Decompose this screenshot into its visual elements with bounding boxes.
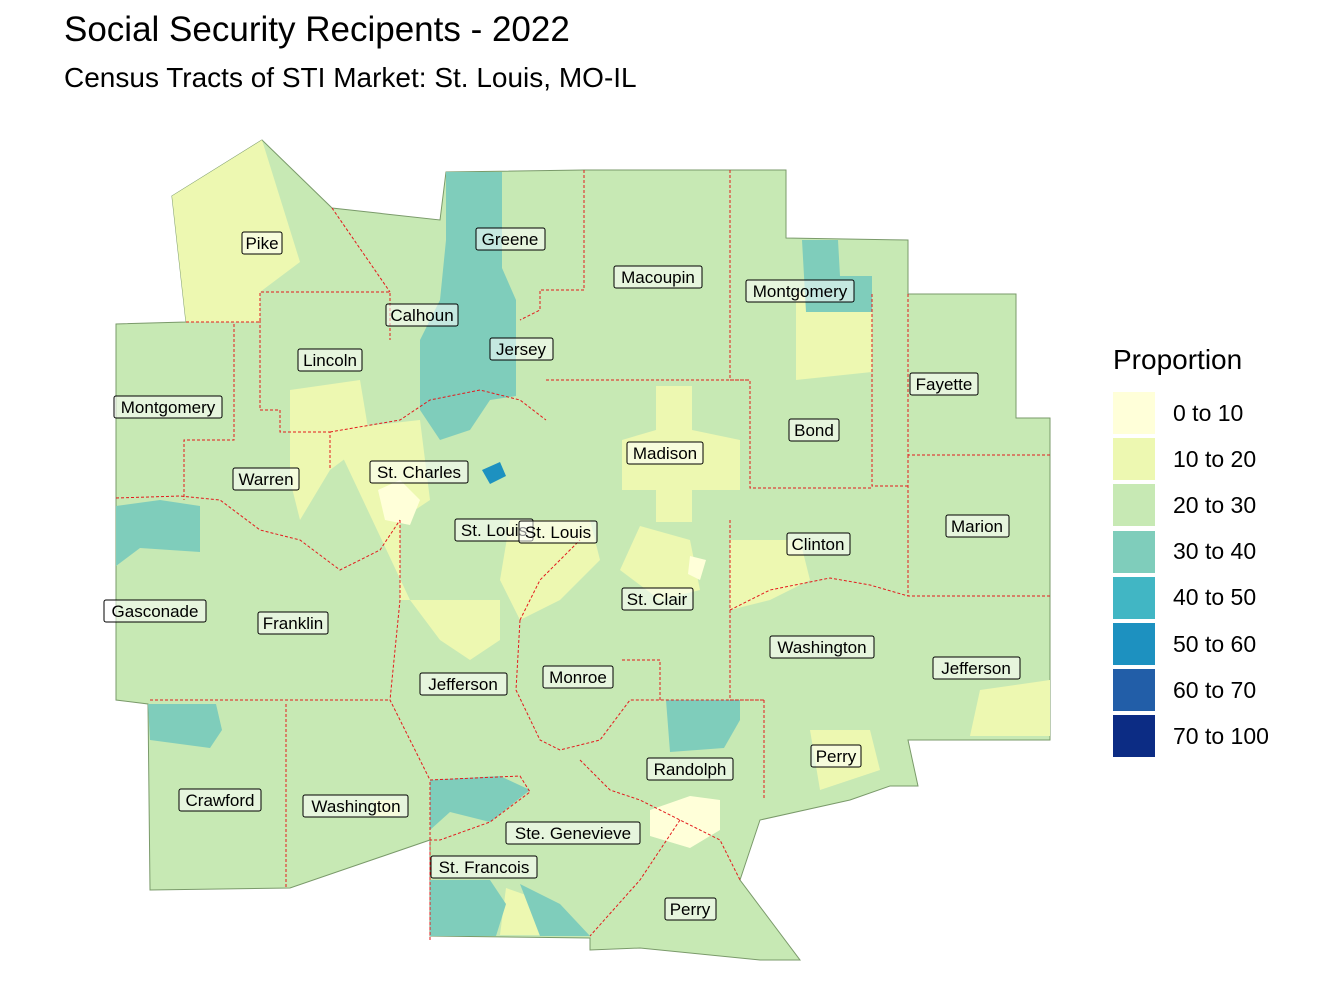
county-label-st-louis-city: St. Louis — [518, 520, 598, 544]
legend-label: 50 to 60 — [1173, 630, 1257, 657]
svg-text:Greene: Greene — [482, 230, 539, 249]
tracts-0-to-10 — [378, 480, 720, 848]
legend-label: 70 to 100 — [1173, 722, 1269, 749]
county-label-macoupin: Macoupin — [613, 265, 703, 289]
county-label-gasconade: Gasconade — [103, 599, 207, 623]
county-label-fayette: Fayette — [909, 372, 979, 396]
svg-text:Perry: Perry — [670, 900, 711, 919]
county-label-st-charles: St. Charles — [369, 460, 469, 484]
county-label-marion: Marion — [945, 514, 1010, 538]
choropleth-map: Pike Greene Macoupin Montgomery Calhoun … — [103, 139, 1051, 961]
svg-text:St. Clair: St. Clair — [627, 590, 688, 609]
county-label-greene: Greene — [475, 227, 546, 251]
county-label-franklin: Franklin — [257, 611, 329, 635]
legend-item: 10 to 20 — [1113, 436, 1269, 482]
map-title: Social Security Recipents - 2022 — [64, 10, 570, 49]
county-label-st-louis-county: St. Louis — [454, 518, 534, 542]
county-label-clinton: Clinton — [786, 532, 851, 556]
county-label-pike: Pike — [241, 231, 283, 255]
county-label-perry-mo: Perry — [664, 897, 717, 921]
legend-swatch — [1113, 669, 1155, 712]
svg-text:Pike: Pike — [245, 234, 278, 253]
county-labels: Pike Greene Macoupin Montgomery Calhoun … — [103, 227, 1021, 921]
svg-text:Warren: Warren — [238, 470, 293, 489]
county-label-calhoun: Calhoun — [385, 303, 459, 327]
county-label-montgomery-mo: Montgomery — [113, 395, 223, 419]
legend-swatch — [1113, 623, 1155, 666]
legend-item: 60 to 70 — [1113, 667, 1269, 713]
svg-text:Washington: Washington — [777, 638, 866, 657]
svg-text:St. Louis: St. Louis — [525, 523, 591, 542]
legend-label: 0 to 10 — [1173, 399, 1244, 426]
svg-text:Montgomery: Montgomery — [121, 398, 216, 417]
county-label-montgomery-il: Montgomery — [745, 279, 855, 303]
svg-text:Macoupin: Macoupin — [621, 268, 695, 287]
svg-text:Marion: Marion — [951, 517, 1003, 536]
map-subtitle: Census Tracts of STI Market: St. Louis, … — [64, 62, 637, 93]
svg-text:Montgomery: Montgomery — [753, 282, 848, 301]
county-label-monroe: Monroe — [542, 665, 614, 689]
legend-item: 70 to 100 — [1113, 713, 1269, 759]
legend-item: 20 to 30 — [1113, 482, 1269, 528]
legend-label: 40 to 50 — [1173, 584, 1257, 611]
svg-text:St. Louis: St. Louis — [461, 521, 527, 540]
svg-text:Jefferson: Jefferson — [941, 659, 1011, 678]
county-label-st-clair: St. Clair — [621, 587, 694, 611]
svg-text:St. Charles: St. Charles — [377, 463, 461, 482]
county-label-bond: Bond — [788, 418, 840, 442]
svg-text:Ste. Genevieve: Ste. Genevieve — [515, 824, 631, 843]
svg-text:Gasconade: Gasconade — [112, 602, 199, 621]
svg-text:Monroe: Monroe — [549, 668, 607, 687]
legend-label: 20 to 30 — [1173, 491, 1257, 518]
legend-swatch — [1113, 715, 1155, 758]
legend-swatch — [1113, 530, 1155, 573]
svg-text:Crawford: Crawford — [186, 791, 255, 810]
legend-item: 40 to 50 — [1113, 575, 1269, 621]
legend-label: 60 to 70 — [1173, 676, 1257, 703]
county-label-crawford: Crawford — [178, 788, 262, 812]
svg-text:St. Francois: St. Francois — [439, 858, 530, 877]
svg-text:Bond: Bond — [794, 421, 834, 440]
legend-item: 0 to 10 — [1113, 390, 1269, 436]
county-label-ste-genevieve: Ste. Genevieve — [505, 821, 641, 845]
legend-items: 0 to 10 10 to 20 20 to 30 30 to 40 40 to 50 5… — [1113, 390, 1269, 760]
legend-title: Proportion — [1113, 344, 1243, 375]
county-label-madison: Madison — [626, 441, 704, 465]
county-label-st-francois: St. Francois — [430, 855, 538, 879]
county-label-washington-mo: Washington — [302, 794, 409, 818]
county-label-randolph: Randolph — [646, 757, 734, 781]
county-label-lincoln: Lincoln — [297, 348, 363, 372]
county-label-jefferson-mo: Jefferson — [419, 672, 508, 696]
legend: Proportion 0 to 10 10 to 20 20 to 30 30 to … — [1113, 344, 1269, 760]
svg-text:Jersey: Jersey — [496, 340, 547, 359]
svg-text:Perry: Perry — [816, 747, 857, 766]
county-label-warren: Warren — [232, 467, 300, 491]
tract-50-to-60 — [482, 462, 506, 484]
legend-swatch — [1113, 438, 1155, 481]
svg-text:Franklin: Franklin — [263, 614, 323, 633]
svg-text:Jefferson: Jefferson — [428, 675, 498, 694]
legend-item: 30 to 40 — [1113, 529, 1269, 575]
legend-item: 50 to 60 — [1113, 621, 1269, 667]
legend-swatch — [1113, 484, 1155, 527]
county-label-washington-il: Washington — [769, 635, 875, 659]
legend-label: 30 to 40 — [1173, 538, 1257, 565]
svg-text:Calhoun: Calhoun — [390, 306, 453, 325]
svg-text:Fayette: Fayette — [916, 375, 973, 394]
svg-text:Clinton: Clinton — [792, 535, 845, 554]
county-label-perry-il: Perry — [810, 744, 862, 768]
legend-swatch — [1113, 576, 1155, 619]
svg-text:Randolph: Randolph — [654, 760, 727, 779]
svg-text:Lincoln: Lincoln — [303, 351, 357, 370]
county-label-jersey: Jersey — [489, 337, 554, 361]
svg-text:Madison: Madison — [633, 444, 697, 463]
svg-text:Washington: Washington — [311, 797, 400, 816]
legend-swatch — [1113, 392, 1155, 435]
county-label-jefferson-il: Jefferson — [932, 656, 1021, 680]
legend-label: 10 to 20 — [1173, 445, 1257, 472]
